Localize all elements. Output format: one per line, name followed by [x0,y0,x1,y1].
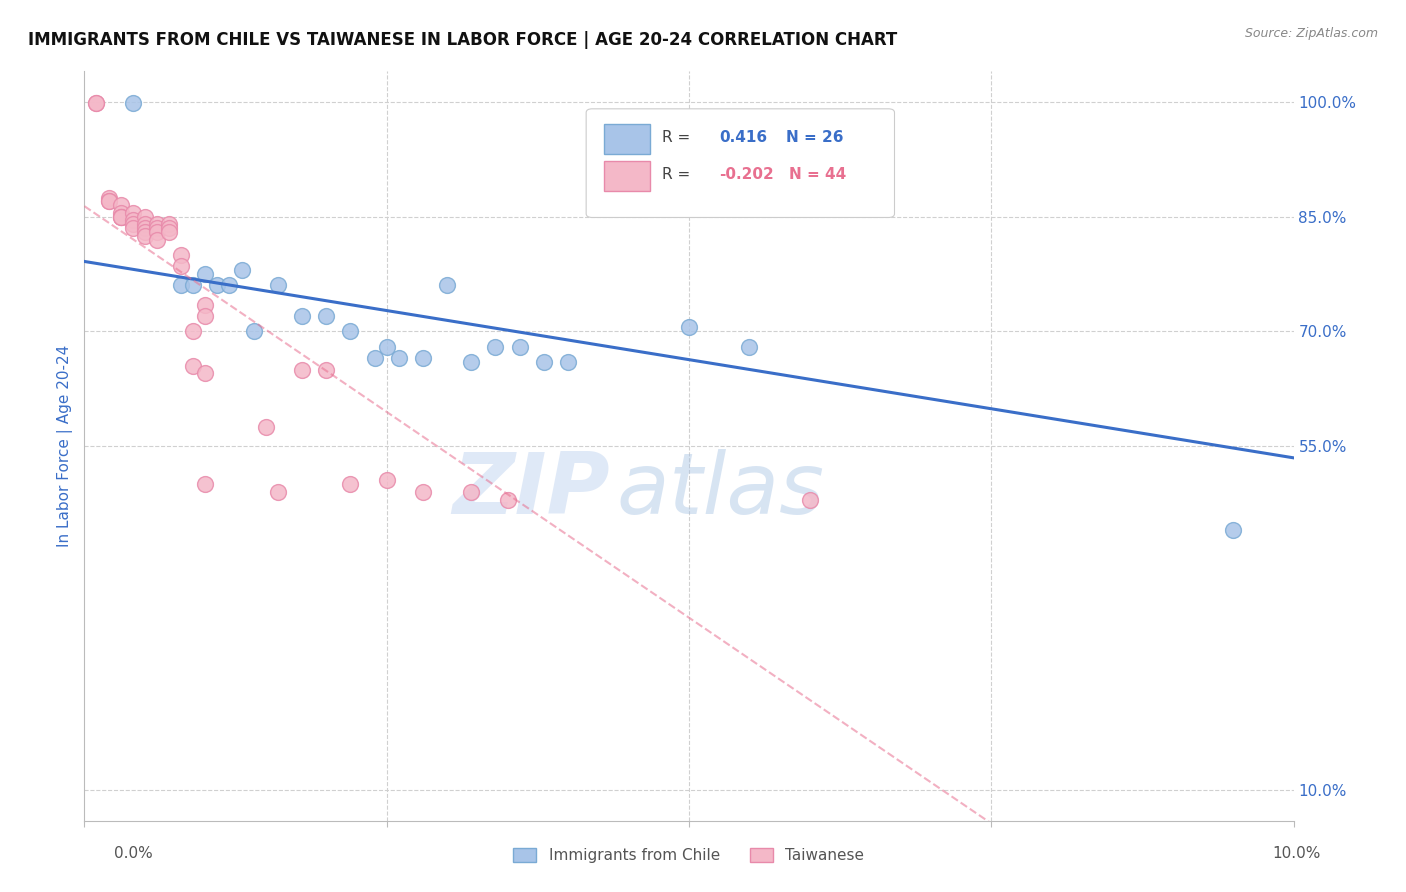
Point [157,221,180,235]
Point [194,267,217,281]
Point [460,484,482,499]
Point [157,225,180,239]
FancyBboxPatch shape [605,124,650,153]
Point [86,96,108,111]
Point [97,194,120,209]
Text: ZIP: ZIP [453,450,610,533]
Text: N = 44: N = 44 [789,168,846,182]
Point [134,221,156,235]
Point [267,278,290,293]
Point [170,278,193,293]
Point [412,351,434,365]
Point [678,320,700,334]
Text: Source: ZipAtlas.com: Source: ZipAtlas.com [1244,27,1378,40]
Text: 10.0%: 10.0% [1272,847,1320,861]
Text: N = 26: N = 26 [786,130,844,145]
Point [121,213,143,227]
Point [460,355,482,369]
Point [110,198,132,212]
Text: atlas: atlas [616,450,824,533]
Text: IMMIGRANTS FROM CHILE VS TAIWANESE IN LABOR FORCE | AGE 20-24 CORRELATION CHART: IMMIGRANTS FROM CHILE VS TAIWANESE IN LA… [28,31,897,49]
Point [799,492,821,507]
FancyBboxPatch shape [586,109,894,218]
Point [738,340,761,354]
Point [134,210,156,224]
Text: 0.0%: 0.0% [114,847,153,861]
Point [388,351,411,365]
Point [110,210,132,224]
Point [496,492,519,507]
Point [121,217,143,231]
Text: -0.202: -0.202 [720,168,773,182]
Point [157,217,180,231]
Point [436,278,458,293]
Point [110,210,132,224]
Point [121,206,143,220]
Point [315,309,337,323]
Point [194,297,217,311]
FancyBboxPatch shape [605,161,650,191]
Point [291,309,314,323]
Point [146,217,169,231]
Point [557,355,579,369]
Point [146,221,169,235]
Point [110,210,132,224]
Point [339,477,361,491]
Point [231,263,253,277]
Point [1222,523,1244,537]
Point [181,359,204,373]
Point [484,340,506,354]
Text: R =: R = [662,168,690,182]
Point [194,309,217,323]
Point [254,420,277,434]
Point [97,190,120,204]
Point [181,278,204,293]
Point [218,278,240,293]
Point [412,484,434,499]
Point [121,96,143,111]
Point [315,362,337,376]
Point [291,362,314,376]
Text: 0.416: 0.416 [720,130,768,145]
Point [194,367,217,381]
Point [859,175,882,189]
Point [170,248,193,262]
Point [339,324,361,338]
Point [363,351,385,365]
Point [207,278,229,293]
Text: R =: R = [662,130,690,145]
Point [242,324,264,338]
Point [121,221,143,235]
Point [97,194,120,209]
Point [146,225,169,239]
Point [146,233,169,247]
Point [375,474,398,488]
Point [194,477,217,491]
Point [134,225,156,239]
Y-axis label: In Labor Force | Age 20-24: In Labor Force | Age 20-24 [58,345,73,547]
Legend: Immigrants from Chile, Taiwanese: Immigrants from Chile, Taiwanese [508,842,870,869]
Point [181,324,204,338]
Point [86,96,108,111]
Point [375,340,398,354]
Point [267,484,290,499]
Point [134,228,156,243]
Point [509,340,531,354]
Point [170,260,193,274]
Point [533,355,555,369]
Point [134,217,156,231]
Point [110,206,132,220]
